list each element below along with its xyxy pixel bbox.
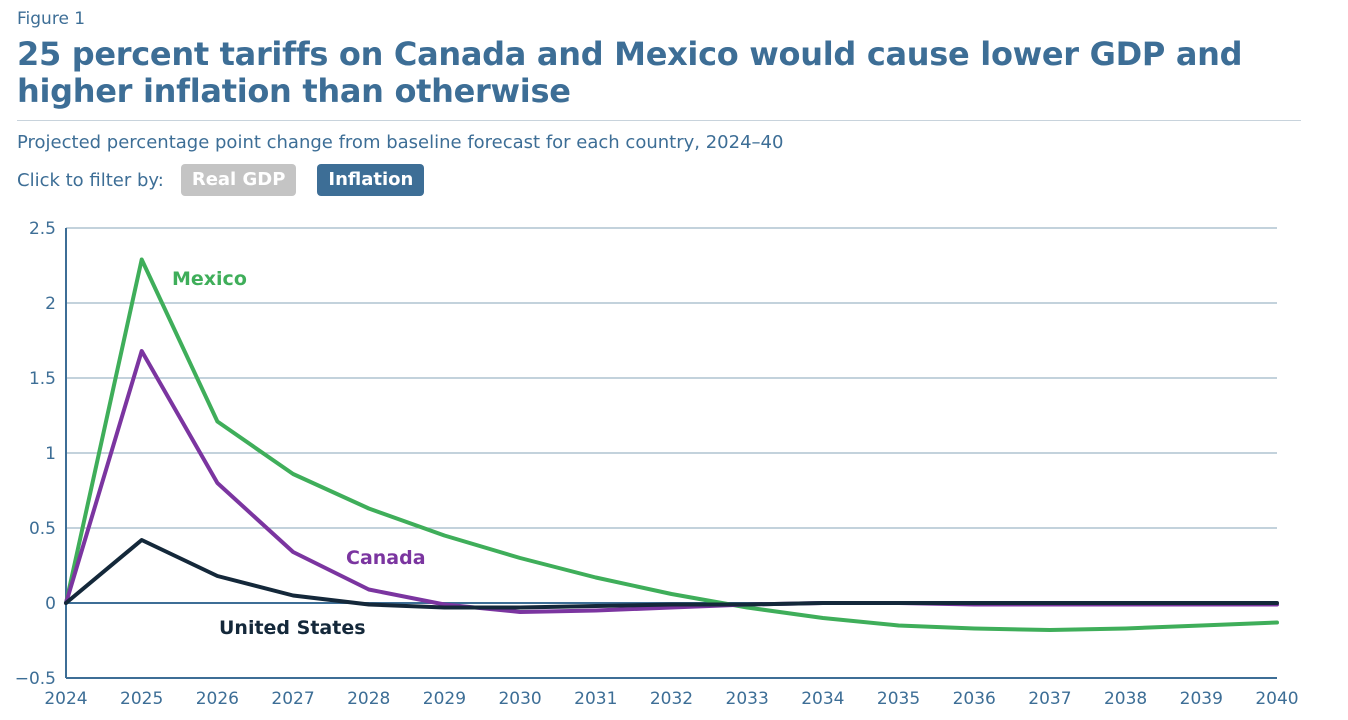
y-tick-label: 2.5 bbox=[29, 219, 56, 239]
line-chart: 2.521.510.50−0.5 2024 2025 2026 2027 2028 202… bbox=[15, 219, 1299, 709]
x-tick-label: 2036 bbox=[953, 689, 996, 709]
chart-subtitle: Projected percentage point change from b… bbox=[17, 132, 784, 153]
x-tick-label: 2040 bbox=[1255, 689, 1298, 709]
filter-label: Click to filter by: bbox=[17, 169, 164, 191]
series-labels: Mexico Canada United States bbox=[172, 268, 426, 639]
series-line-united-states bbox=[64, 538, 1279, 610]
series-label-united-states: United States bbox=[219, 617, 366, 639]
x-tick-label: 2034 bbox=[801, 689, 844, 709]
x-tick-label: 2031 bbox=[574, 689, 617, 709]
x-tick-label: 2035 bbox=[877, 689, 920, 709]
series-label-canada: Canada bbox=[346, 547, 426, 569]
filter-real-gdp-button[interactable]: Real GDP bbox=[180, 164, 297, 196]
x-tick-label: 2025 bbox=[120, 689, 163, 709]
x-tick-label: 2027 bbox=[271, 689, 314, 709]
y-axis: 2.5 2 1.5 1 0.5 0 −0.5 bbox=[15, 219, 67, 689]
y-tick-label: 2 bbox=[45, 294, 56, 314]
series-line-mexico bbox=[64, 257, 1279, 632]
x-tick-label: 2038 bbox=[1104, 689, 1147, 709]
y-tick-label: 1 bbox=[45, 444, 56, 464]
x-tick-label: 2033 bbox=[726, 689, 769, 709]
x-tick-label: 2028 bbox=[347, 689, 390, 709]
series-label-mexico: Mexico bbox=[172, 268, 247, 290]
y-tick-label: −0.5 bbox=[15, 669, 56, 689]
x-tick-label: 2032 bbox=[650, 689, 693, 709]
x-tick-label: 2030 bbox=[498, 689, 541, 709]
y-tick-label: 0 bbox=[45, 594, 56, 614]
series-lines bbox=[64, 257, 1279, 632]
x-tick-label: 2026 bbox=[196, 689, 239, 709]
x-tick-label: 2029 bbox=[423, 689, 466, 709]
chart-title: 25 percent tariffs on Canada and Mexico … bbox=[17, 35, 1243, 110]
title-divider bbox=[17, 120, 1301, 121]
gridlines bbox=[66, 227, 1277, 604]
x-tick-label: 2037 bbox=[1028, 689, 1071, 709]
y-tick-label: 0.5 bbox=[29, 519, 56, 539]
x-axis: 2024 2025 2026 2027 2028 2029 2030 2031 2032 2033… bbox=[44, 677, 1299, 709]
x-tick-label: 2039 bbox=[1180, 689, 1223, 709]
series-line-canada bbox=[64, 349, 1279, 614]
filter-bar: Click to filter by: Real GDP Inflation bbox=[17, 164, 425, 196]
figure-label: Figure 1 bbox=[17, 9, 86, 29]
x-tick-label: 2024 bbox=[44, 689, 87, 709]
y-tick-label: 1.5 bbox=[29, 369, 56, 389]
filter-inflation-button[interactable]: Inflation bbox=[317, 164, 425, 196]
